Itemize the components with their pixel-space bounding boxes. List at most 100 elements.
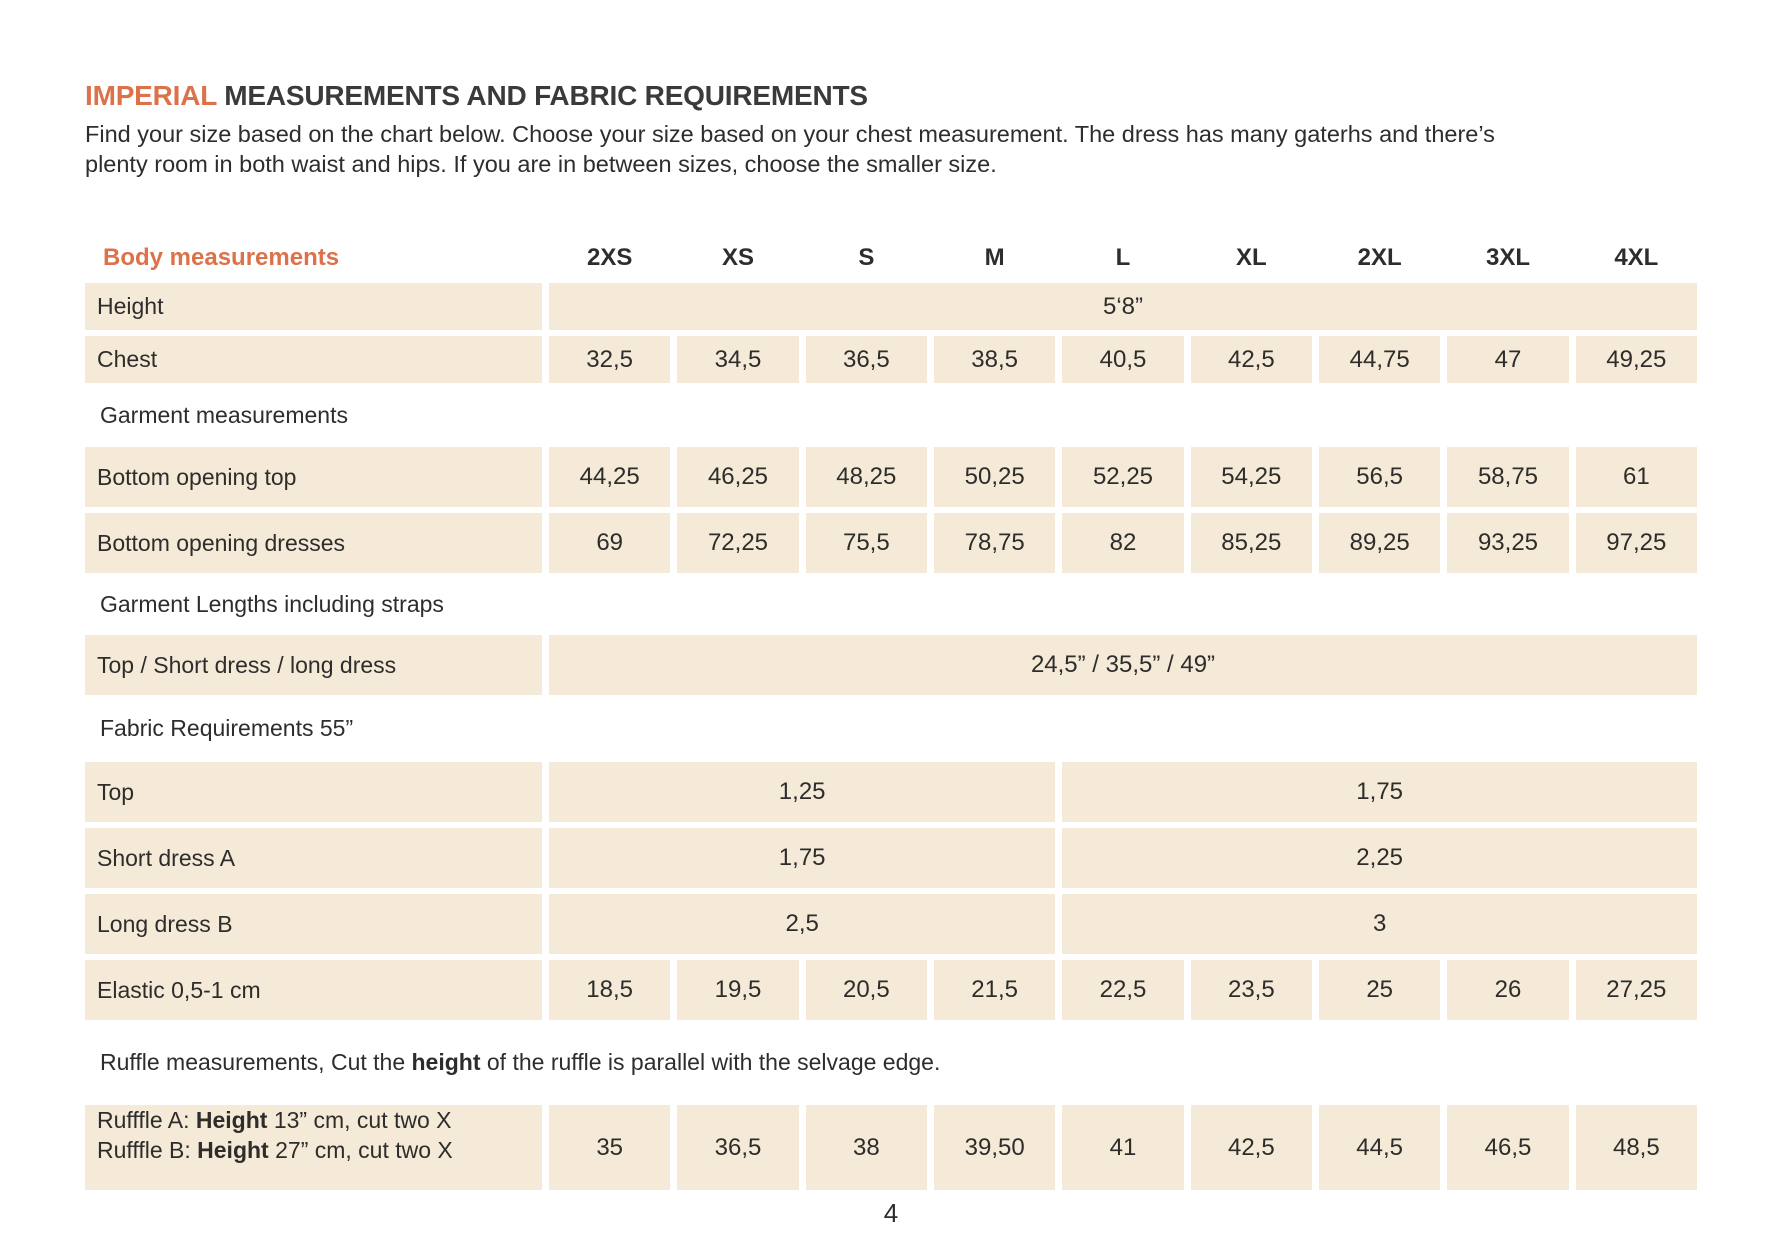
- row-label: Top / Short dress / long dress: [85, 635, 542, 695]
- row-label: Chest: [85, 336, 542, 383]
- section-fabric-requirements: Fabric Requirements 55”: [100, 715, 354, 741]
- table-row-bottom-opening-top: Bottom opening top 44,25 46,25 48,25 50,…: [85, 447, 1697, 507]
- table-row-garment-lengths: Top / Short dress / long dress 24,5” / 3…: [85, 635, 1697, 695]
- cell-value: 44,5: [1319, 1105, 1441, 1190]
- row-value-merged: 24,5” / 35,5” / 49”: [549, 635, 1697, 695]
- size-header-xs: XS: [721, 244, 754, 271]
- size-header-s: S: [858, 244, 875, 271]
- table-row-chest: Chest 32,5 34,5 36,5 38,5 40,5 42,5 44,7…: [85, 336, 1697, 383]
- size-header-2xs: 2XS: [586, 244, 633, 271]
- cell-value: 97,25: [1575, 513, 1697, 573]
- size-header-4xl: 4XL: [1614, 244, 1659, 271]
- cell-value: 56,5: [1319, 447, 1441, 507]
- cell-value: 40,5: [1062, 336, 1184, 383]
- cell-value: 44,75: [1319, 336, 1441, 383]
- cell-value-large-sizes: 2,25: [1062, 828, 1697, 888]
- cell-value: 89,25: [1319, 513, 1441, 573]
- cell-value: 61: [1575, 447, 1697, 507]
- cell-value: 48,25: [805, 447, 927, 507]
- size-header-xl: XL: [1235, 244, 1267, 271]
- cell-value-large-sizes: 1,75: [1062, 762, 1697, 822]
- page-number: 4: [883, 1198, 899, 1228]
- table-row-bottom-opening-dresses: Bottom opening dresses 69 72,25 75,5 78,…: [85, 513, 1697, 573]
- ruffle-b-prefix: Rufffle B:: [97, 1137, 198, 1163]
- cell-value: 19,5: [677, 960, 799, 1020]
- cell-value: 34,5: [677, 336, 799, 383]
- row-label: Short dress A: [85, 828, 542, 888]
- size-header-m: M: [984, 244, 1005, 271]
- cell-value: 38: [805, 1105, 927, 1190]
- ruffle-note: Ruffle measurements, Cut the height of t…: [85, 1020, 1697, 1105]
- cell-value: 41: [1062, 1105, 1184, 1190]
- cell-value: 72,25: [677, 513, 799, 573]
- ruffle-note-text: Ruffle measurements, Cut the height of t…: [100, 1049, 940, 1076]
- table-header-row: Body measurements 2XS XS S M L XL 2XL 3X…: [85, 244, 1697, 272]
- row-label: Rufffle A: Height 13” cm, cut two X Ruff…: [85, 1105, 542, 1190]
- cell-value: 42,5: [1190, 336, 1312, 383]
- cell-value: 18,5: [549, 960, 671, 1020]
- row-label: Top: [85, 762, 542, 822]
- cell-value: 47: [1447, 336, 1569, 383]
- cell-value: 49,25: [1575, 336, 1697, 383]
- row-label: Bottom opening dresses: [85, 513, 542, 573]
- table-row-fabric-long-dress: Long dress B 2,5 3: [85, 894, 1697, 954]
- cell-value: 36,5: [677, 1105, 799, 1190]
- cell-value: 22,5: [1062, 960, 1184, 1020]
- page-title-rest: MEASUREMENTS AND FABRIC REQUIREMENTS: [224, 80, 868, 111]
- cell-value: 50,25: [934, 447, 1056, 507]
- cell-value: 52,25: [1062, 447, 1184, 507]
- row-value-merged: 5‘8”: [549, 283, 1697, 330]
- cell-value: 78,75: [934, 513, 1056, 573]
- cell-value: 54,25: [1190, 447, 1312, 507]
- page-title-accent: IMPERIAL: [85, 80, 217, 111]
- ruffle-a-label: Rufffle A: Height 13” cm, cut two X: [97, 1105, 452, 1135]
- cell-value: 69: [549, 513, 671, 573]
- cell-value: 25: [1319, 960, 1441, 1020]
- table-header-label: Body measurements: [103, 244, 340, 271]
- ruffle-a-bold: Height: [195, 1107, 268, 1133]
- cell-value-large-sizes: 3: [1062, 894, 1697, 954]
- cell-value: 42,5: [1190, 1105, 1312, 1190]
- ruffle-note-prefix: Ruffle measurements, Cut the: [100, 1049, 412, 1075]
- row-label: Long dress B: [85, 894, 542, 954]
- ruffle-a-suffix: 13” cm, cut two X: [267, 1107, 452, 1133]
- cell-value: 93,25: [1447, 513, 1569, 573]
- cell-value: 32,5: [549, 336, 671, 383]
- size-header-l: L: [1115, 244, 1131, 271]
- size-header-2xl: 2XL: [1357, 244, 1402, 271]
- ruffle-note-suffix: of the ruffle is parallel with the selva…: [480, 1049, 941, 1075]
- cell-value: 39,50: [934, 1105, 1056, 1190]
- cell-value: 85,25: [1190, 513, 1312, 573]
- table-row-ruffle: Rufffle A: Height 13” cm, cut two X Ruff…: [85, 1105, 1697, 1190]
- ruffle-b-suffix: 27” cm, cut two X: [268, 1137, 453, 1163]
- cell-value: 46,25: [677, 447, 799, 507]
- cell-value: 38,5: [934, 336, 1056, 383]
- row-label: Bottom opening top: [85, 447, 542, 507]
- table-row-fabric-short-dress: Short dress A 1,75 2,25: [85, 828, 1697, 888]
- row-label: Height: [85, 283, 542, 330]
- table-row-height: Height 5‘8”: [85, 283, 1697, 330]
- size-header-3xl: 3XL: [1485, 244, 1530, 271]
- ruffle-b-bold: Height: [197, 1137, 269, 1163]
- cell-value-small-sizes: 2,5: [549, 894, 1056, 954]
- page-title: IMPERIAL MEASUREMENTS AND FABRIC REQUIRE…: [85, 80, 1697, 112]
- ruffle-b-label: Rufffle B: Height 27” cm, cut two X: [97, 1135, 453, 1165]
- cell-value: 27,25: [1575, 960, 1697, 1020]
- section-garment-measurements: Garment measurements: [100, 401, 348, 428]
- cell-value-small-sizes: 1,75: [549, 828, 1056, 888]
- table-row-elastic: Elastic 0,5-1 cm 18,5 19,5 20,5 21,5 22,…: [85, 960, 1697, 1020]
- section-garment-lengths: Garment Lengths including straps: [100, 590, 444, 617]
- cell-value: 26: [1447, 960, 1569, 1020]
- row-label: Elastic 0,5-1 cm: [85, 960, 542, 1020]
- cell-value: 36,5: [805, 336, 927, 383]
- cell-value: 75,5: [805, 513, 927, 573]
- cell-value: 35: [549, 1105, 671, 1190]
- cell-value: 20,5: [805, 960, 927, 1020]
- cell-value: 46,5: [1447, 1105, 1569, 1190]
- ruffle-note-bold: height: [411, 1049, 481, 1075]
- cell-value: 58,75: [1447, 447, 1569, 507]
- cell-value: 23,5: [1190, 960, 1312, 1020]
- cell-value-small-sizes: 1,25: [549, 762, 1056, 822]
- ruffle-a-prefix: Rufffle A:: [97, 1107, 196, 1133]
- cell-value: 82: [1062, 513, 1184, 573]
